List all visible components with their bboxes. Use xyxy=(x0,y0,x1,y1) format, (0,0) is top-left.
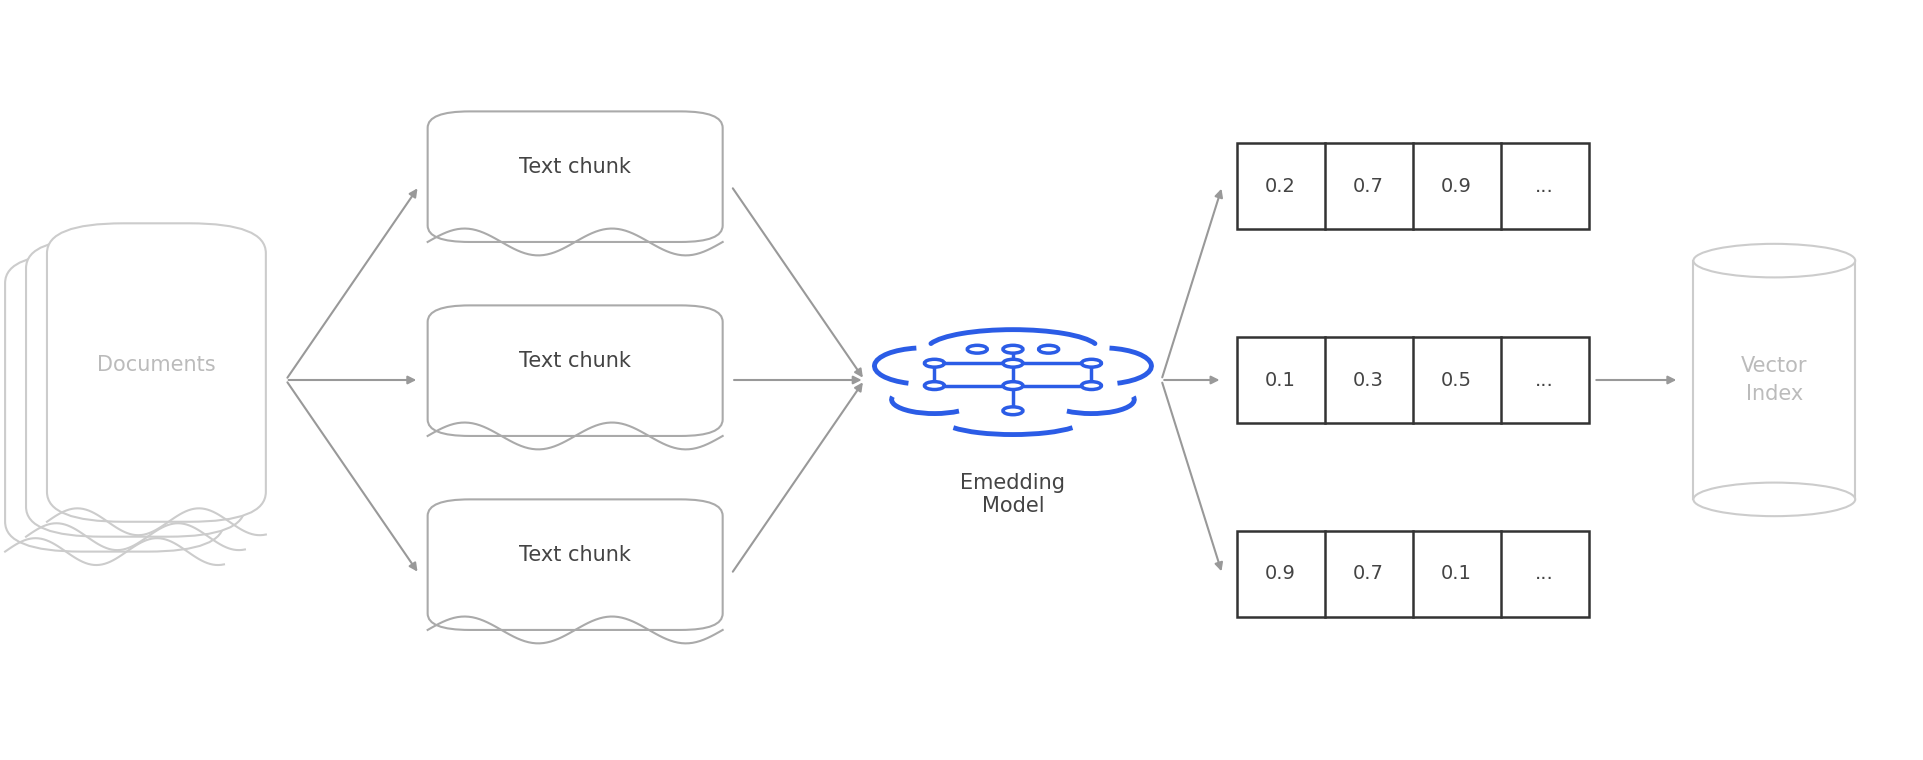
Bar xyxy=(1692,261,1854,499)
Text: 0.7: 0.7 xyxy=(1352,176,1383,195)
Text: 0.3: 0.3 xyxy=(1352,371,1383,389)
Text: 0.9: 0.9 xyxy=(1440,176,1471,195)
Text: ...: ... xyxy=(1535,371,1554,389)
Circle shape xyxy=(923,359,944,367)
Circle shape xyxy=(1081,359,1100,367)
Circle shape xyxy=(923,382,944,390)
Circle shape xyxy=(967,345,986,353)
Text: Vector
Index: Vector Index xyxy=(1740,356,1806,404)
FancyBboxPatch shape xyxy=(1236,531,1588,617)
Text: 0.2: 0.2 xyxy=(1265,176,1296,195)
Ellipse shape xyxy=(1692,244,1854,277)
Circle shape xyxy=(1081,382,1100,390)
FancyBboxPatch shape xyxy=(6,253,223,552)
Circle shape xyxy=(1038,345,1058,353)
Text: ...: ... xyxy=(1535,176,1554,195)
Text: Emedding
Model: Emedding Model xyxy=(960,473,1065,517)
FancyBboxPatch shape xyxy=(1236,337,1588,423)
Text: 0.1: 0.1 xyxy=(1440,565,1471,584)
Circle shape xyxy=(1002,359,1023,367)
Text: 0.7: 0.7 xyxy=(1352,565,1383,584)
Text: Documents: Documents xyxy=(96,355,215,375)
Text: ...: ... xyxy=(1535,565,1554,584)
FancyBboxPatch shape xyxy=(427,112,723,242)
FancyBboxPatch shape xyxy=(27,238,244,537)
FancyBboxPatch shape xyxy=(427,499,723,630)
Circle shape xyxy=(1002,382,1023,390)
Text: Text chunk: Text chunk xyxy=(519,157,631,177)
FancyBboxPatch shape xyxy=(46,223,265,522)
FancyBboxPatch shape xyxy=(427,306,723,436)
Text: Text chunk: Text chunk xyxy=(519,546,631,565)
Circle shape xyxy=(1002,345,1023,353)
FancyBboxPatch shape xyxy=(1236,143,1588,229)
Text: 0.5: 0.5 xyxy=(1440,371,1471,389)
Text: 0.1: 0.1 xyxy=(1265,371,1296,389)
Text: 0.9: 0.9 xyxy=(1265,565,1296,584)
Ellipse shape xyxy=(1692,483,1854,516)
Circle shape xyxy=(1002,407,1023,415)
Text: Text chunk: Text chunk xyxy=(519,351,631,372)
